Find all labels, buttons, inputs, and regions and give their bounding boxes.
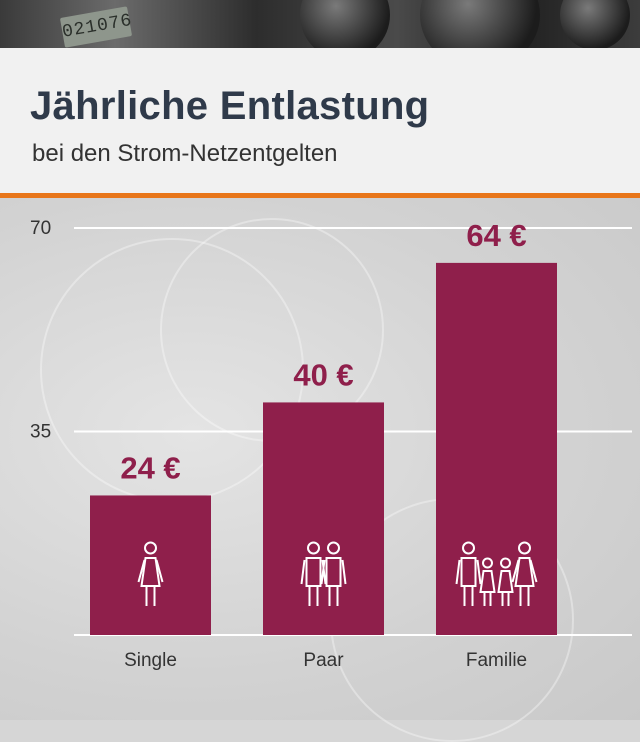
person-body — [305, 557, 322, 587]
person-legs — [463, 586, 474, 606]
child-legs — [501, 592, 510, 606]
data-label: 40 € — [293, 357, 353, 392]
orange-accent-line — [0, 193, 640, 198]
meter-knob-graphic — [560, 0, 630, 48]
person-legs — [308, 586, 319, 606]
person-arms — [137, 559, 164, 583]
x-tick-label: Single — [124, 650, 177, 671]
meter-knob-graphic — [300, 0, 390, 48]
person-legs — [145, 586, 156, 606]
chart-title: Jährliche Entlastung — [30, 84, 430, 128]
person-arms — [320, 559, 347, 585]
family-icon — [455, 541, 538, 606]
bar-single — [90, 495, 211, 635]
person-legs — [328, 586, 339, 606]
child-head — [500, 557, 511, 569]
child-legs — [483, 592, 492, 606]
child-body — [479, 570, 496, 593]
data-label: 64 € — [466, 218, 526, 253]
person-body — [325, 557, 342, 587]
person-head — [518, 541, 531, 555]
y-tick-label: 35 — [30, 422, 51, 443]
person-head — [462, 541, 475, 555]
x-tick-label: Familie — [466, 650, 527, 671]
person-arms — [455, 559, 482, 585]
data-label: 24 € — [120, 450, 180, 485]
bar-paar — [263, 402, 384, 635]
single-person-icon — [137, 541, 164, 606]
person-arms — [511, 559, 538, 583]
child-head — [482, 557, 493, 569]
bar-familie — [436, 262, 557, 635]
person-head — [144, 541, 157, 555]
chart-header: Jährliche Entlastung bei den Strom-Netze… — [0, 48, 640, 193]
person-body — [140, 557, 161, 587]
chart-subtitle: bei den Strom-Netzentgelten — [32, 140, 338, 167]
x-tick-label: Paar — [303, 650, 344, 671]
background-photo-strip: 021076 — [0, 0, 640, 48]
child-body — [497, 570, 514, 593]
person-head — [307, 541, 320, 555]
meter-knob-graphic — [420, 0, 540, 48]
person-legs — [519, 586, 530, 606]
person-head — [327, 541, 340, 555]
person-body — [460, 557, 477, 587]
couple-icon — [300, 541, 347, 606]
person-body — [514, 557, 535, 587]
y-tick-label: 70 — [30, 218, 51, 239]
bar-chart: 35 70 24 € Single 40 € Paar 64 € Familie — [30, 218, 632, 671]
